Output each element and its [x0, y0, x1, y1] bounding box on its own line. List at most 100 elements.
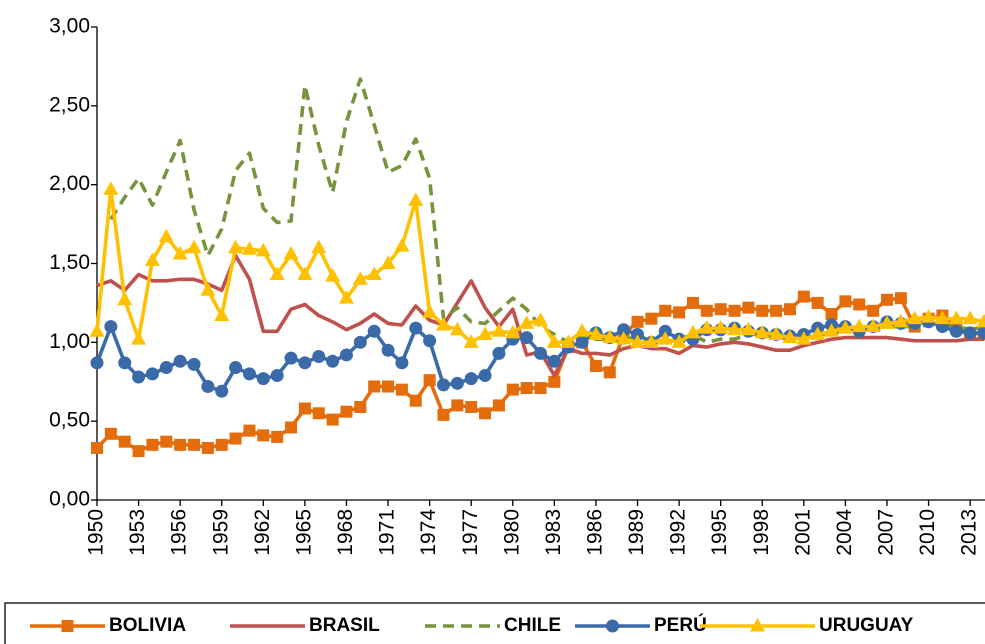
point: [963, 326, 977, 340]
point: [423, 374, 436, 387]
point: [754, 324, 770, 339]
point: [146, 438, 159, 451]
x-tick-label: 1950: [85, 509, 108, 556]
point: [783, 303, 796, 316]
point: [617, 323, 631, 337]
legend-label: CHILE: [504, 615, 561, 636]
point: [976, 313, 985, 328]
point: [520, 331, 534, 345]
y-tick-label: 2,50: [49, 93, 90, 116]
point: [340, 405, 353, 418]
point: [89, 323, 105, 337]
point: [422, 304, 438, 318]
point: [326, 354, 340, 368]
point: [616, 331, 632, 345]
point: [520, 382, 533, 395]
point: [465, 400, 478, 413]
y-tick-label: 1,50: [49, 251, 90, 274]
x-tick-label: 1956: [168, 509, 191, 556]
point: [673, 306, 686, 319]
point: [714, 303, 727, 316]
point: [907, 310, 923, 325]
point: [131, 331, 147, 345]
point: [962, 310, 978, 325]
point: [534, 382, 547, 395]
point: [588, 326, 604, 340]
point: [894, 292, 907, 305]
point: [283, 246, 299, 260]
point: [339, 348, 353, 362]
point: [132, 370, 146, 384]
point: [200, 282, 216, 296]
x-tick-label: 1974: [417, 509, 440, 556]
legend-marker: [61, 620, 74, 632]
point: [851, 318, 867, 333]
point: [201, 441, 214, 454]
point: [824, 323, 840, 337]
point: [228, 239, 244, 254]
point: [145, 367, 159, 381]
point: [797, 290, 810, 303]
point: [657, 331, 673, 345]
point: [839, 295, 852, 308]
point: [395, 356, 409, 370]
point: [727, 321, 743, 336]
point: [713, 320, 729, 334]
point: [810, 326, 826, 340]
point: [298, 402, 311, 415]
x-tick-label: 2013: [958, 509, 981, 556]
point: [977, 326, 985, 340]
point: [602, 329, 618, 344]
point: [173, 354, 187, 368]
point: [132, 445, 145, 458]
point: [160, 435, 173, 448]
point: [547, 354, 561, 368]
point: [353, 335, 367, 349]
point: [505, 324, 521, 339]
point: [948, 310, 964, 325]
point: [409, 394, 422, 407]
x-tick-label: 1968: [334, 509, 357, 556]
x-tick-label: 2007: [875, 509, 898, 556]
point: [756, 304, 769, 317]
x-tick-label: 1971: [376, 509, 399, 556]
point: [144, 252, 160, 266]
point: [825, 307, 838, 320]
point: [479, 407, 492, 420]
point: [409, 321, 423, 335]
point: [478, 368, 492, 382]
point: [104, 320, 118, 334]
point: [770, 304, 783, 317]
x-tick-label: 1977: [459, 509, 482, 556]
point: [201, 379, 215, 393]
point: [354, 400, 367, 413]
point: [533, 312, 548, 326]
x-tick-label: 2004: [833, 509, 856, 556]
point: [381, 343, 395, 357]
point: [338, 290, 354, 304]
x-tick-label: 1992: [667, 509, 690, 556]
point: [91, 441, 103, 454]
y-tick-label: 2,00: [49, 172, 90, 195]
x-tick-label: 1965: [292, 509, 315, 556]
point: [271, 430, 284, 443]
legend-label: PERÚ: [654, 614, 707, 636]
point: [229, 361, 243, 375]
point: [117, 291, 133, 306]
point: [214, 307, 230, 322]
x-tick-label: 1986: [583, 509, 606, 556]
point: [853, 298, 866, 311]
legend-box: [4, 602, 985, 644]
point: [174, 438, 187, 451]
point: [325, 268, 341, 282]
point: [311, 239, 327, 254]
point: [243, 424, 256, 437]
legend-label: BOLIVIA: [109, 615, 186, 636]
x-tick-label: 2010: [916, 509, 939, 556]
point: [949, 324, 963, 338]
x-tick-label: 1983: [542, 509, 565, 556]
legend-label: BRASIL: [309, 615, 380, 636]
point: [934, 310, 950, 325]
point: [270, 368, 284, 382]
